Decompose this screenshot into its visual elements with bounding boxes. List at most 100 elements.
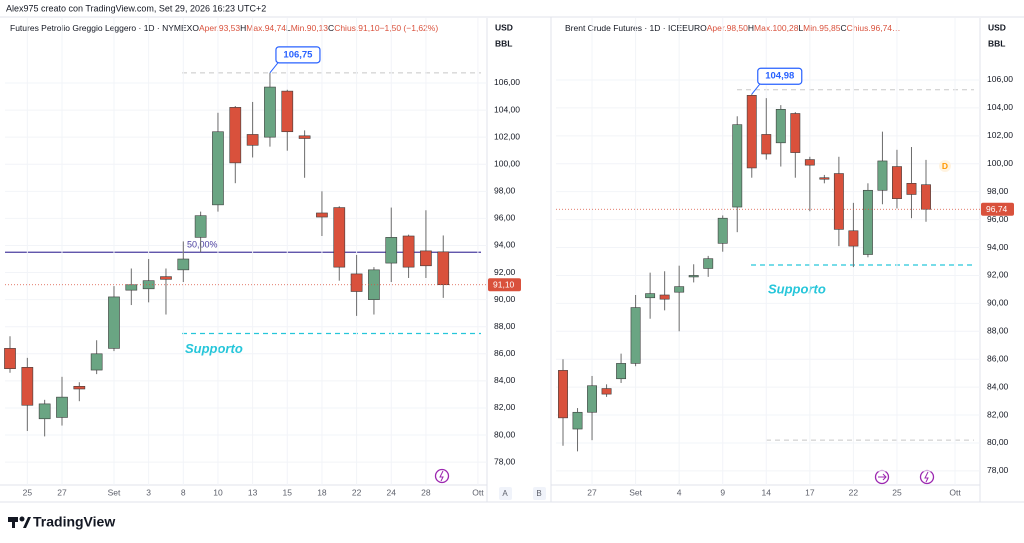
candle-body — [73, 385, 86, 390]
y-tick-label: 100,00 — [987, 158, 1013, 168]
level-label: Supporto — [768, 281, 826, 296]
candle-body — [160, 276, 172, 280]
legend-value: 96,74… — [871, 23, 901, 33]
y-tick-label: 90,00 — [987, 298, 1009, 308]
header: Alex975 creato con TradingView.com, Set … — [6, 3, 266, 13]
candle-body — [108, 296, 120, 349]
legend-key: H — [240, 23, 246, 33]
title-text: Futures Petrolio Greggio Leggero · 1D · … — [10, 23, 193, 33]
candle-body — [316, 212, 328, 218]
candle-body — [194, 215, 207, 238]
legend-key: O — [700, 23, 707, 33]
candle-body — [833, 173, 844, 230]
candle-body — [761, 134, 772, 155]
x-tick-label: 18 — [317, 487, 327, 497]
candle-body — [732, 124, 743, 208]
y-tick-label: 100,00 — [494, 158, 520, 168]
y-tick-label: 78,00 — [987, 465, 1009, 475]
candle-body — [790, 113, 801, 153]
candle-body — [333, 207, 346, 268]
y-tick-label: 84,00 — [987, 381, 1009, 391]
legend-label: Aper. — [199, 23, 219, 33]
callout-label: 104,98 — [765, 71, 794, 82]
x-tick-label: 24 — [387, 487, 397, 497]
last-price-box — [981, 202, 1014, 216]
y-tick-label: 92,00 — [494, 267, 516, 277]
y-tick-label: 94,00 — [494, 240, 516, 250]
candle-body — [587, 385, 597, 413]
callout-pointer — [269, 62, 279, 74]
alert-icon — [434, 468, 450, 484]
candle-body — [645, 293, 656, 299]
legend-value: 93,53 — [219, 23, 241, 33]
x-tick-label: Set — [629, 487, 642, 497]
y-tick-label: 88,00 — [494, 321, 516, 331]
legend-value: 98,50 — [727, 23, 749, 33]
y-tick-label: 102,00 — [987, 130, 1013, 140]
candle-body — [906, 182, 917, 195]
candle-body — [703, 258, 714, 269]
x-tick-label: 22 — [352, 487, 362, 497]
candle-body — [385, 237, 398, 264]
legend-value: 100,28 — [772, 23, 798, 33]
y-tick-label: 96,00 — [494, 213, 516, 223]
level-label: 50,00% — [187, 240, 218, 250]
candle-body — [630, 307, 641, 364]
x-tick-label: 8 — [181, 487, 186, 497]
candle-body — [558, 370, 568, 419]
candle-body — [848, 230, 859, 247]
y-tick-label: 88,00 — [987, 326, 1009, 336]
x-tick-label: Ott — [949, 487, 961, 497]
x-tick-label: 14 — [762, 487, 772, 497]
candle-body — [601, 388, 612, 395]
candle-body — [125, 284, 138, 291]
legend-label: Max. — [246, 23, 264, 33]
y-tick-label: 82,00 — [987, 409, 1009, 419]
y-tick-label: 102,00 — [494, 131, 520, 141]
candle-body — [298, 135, 311, 139]
y-tick-label: 98,00 — [494, 186, 516, 196]
callout-label: 106,75 — [283, 49, 313, 60]
y-tick-label: 92,00 — [987, 270, 1009, 280]
candle-body — [674, 286, 685, 293]
x-tick-label: 10 — [213, 487, 223, 497]
y-tick-label: 104,00 — [987, 102, 1013, 112]
x-tick-label: 25 — [892, 487, 902, 497]
x-tick-label: 17 — [805, 487, 815, 497]
candle-body — [819, 177, 830, 180]
legend-label: Min. — [291, 23, 307, 33]
y-tick-label: 80,00 — [494, 429, 516, 439]
candle-body — [862, 189, 873, 255]
candle-body — [281, 90, 294, 133]
legend-value: 90,13 — [307, 23, 329, 33]
legend-value: 91,10 — [358, 23, 380, 33]
level-label: Supporto — [185, 341, 243, 356]
pane-button-label: A — [502, 489, 508, 498]
candle-body — [177, 258, 190, 271]
last-price-box — [488, 278, 521, 292]
pane-button[interactable] — [533, 487, 546, 500]
marker: D — [942, 161, 948, 171]
x-tick-label: 22 — [849, 487, 859, 497]
legend-key: C — [841, 23, 847, 33]
legend-key: O — [192, 23, 199, 33]
candle-body — [688, 275, 699, 278]
y-tick-label: 104,00 — [494, 104, 520, 114]
candle-body — [572, 411, 583, 430]
legend-change: −1,50 (−1,62%) — [380, 23, 439, 33]
callout-box — [757, 67, 803, 85]
callout-pointer — [751, 83, 761, 95]
legend-label: Chius. — [334, 23, 358, 33]
y-tick-label: 82,00 — [494, 402, 516, 412]
candle-body — [21, 367, 34, 406]
pane-button[interactable] — [499, 487, 512, 500]
candle-body — [892, 166, 902, 199]
candle-body — [616, 363, 627, 380]
candle-body — [90, 353, 103, 371]
legend-key: L — [798, 23, 803, 33]
candle-body — [804, 159, 815, 166]
axis-unit: USD — [495, 22, 513, 32]
x-tick-label: 4 — [677, 487, 682, 497]
y-tick-label: 106,00 — [494, 77, 520, 87]
